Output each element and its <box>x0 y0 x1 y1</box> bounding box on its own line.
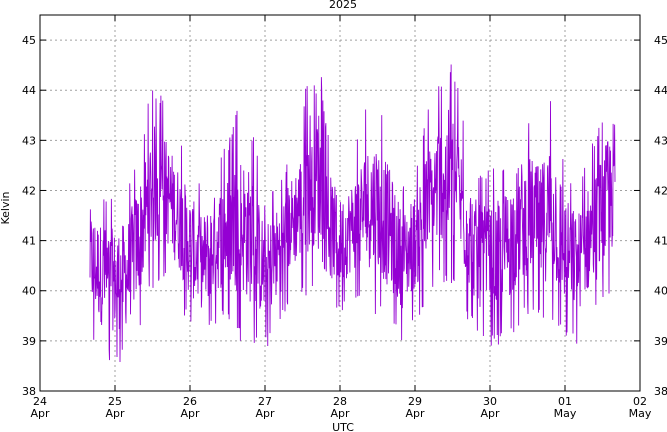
y-tick-label: 40 <box>22 285 36 298</box>
y-tick-label: 43 <box>22 134 36 147</box>
x-tick-label-day: 26 <box>183 395 197 408</box>
x-tick-label-day: 02 <box>633 395 647 408</box>
chart-title: 2025 <box>329 0 357 11</box>
y-tick-label: 44 <box>22 84 36 97</box>
series-trace <box>89 64 616 362</box>
x-tick-label-day: 30 <box>483 395 497 408</box>
x-tick-label-day: 24 <box>33 395 47 408</box>
x-tick-label-month: Apr <box>30 407 50 420</box>
y-tick-label-right: 45 <box>654 34 667 47</box>
axis-ticks <box>39 15 641 392</box>
x-tick-label-day: 27 <box>258 395 272 408</box>
y-tick-label-right: 38 <box>654 385 667 398</box>
x-tick-label-month: Apr <box>330 407 350 420</box>
x-tick-label-day: 29 <box>408 395 422 408</box>
y-tick-label: 38 <box>22 385 36 398</box>
x-tick-label-month: May <box>554 407 577 420</box>
series-line <box>89 64 616 362</box>
x-tick-label-day: 28 <box>333 395 347 408</box>
x-tick-label-month: Apr <box>480 407 500 420</box>
y-tick-label-right: 43 <box>654 134 667 147</box>
x-tick-label-day: 25 <box>108 395 122 408</box>
y-tick-label: 41 <box>22 235 36 248</box>
y-axis-title: Kelvin <box>0 191 12 224</box>
y-tick-label: 39 <box>22 335 36 348</box>
x-tick-label-month: Apr <box>255 407 275 420</box>
x-tick-label-day: 01 <box>558 395 572 408</box>
y-tick-label-right: 39 <box>654 335 667 348</box>
y-tick-label-right: 44 <box>654 84 667 97</box>
y-tick-label-right: 42 <box>654 184 667 197</box>
x-tick-label-month: Apr <box>180 407 200 420</box>
y-tick-label: 42 <box>22 184 36 197</box>
y-tick-label-right: 41 <box>654 235 667 248</box>
x-tick-label-month: May <box>629 407 652 420</box>
y-tick-label: 45 <box>22 34 36 47</box>
x-tick-label-month: Apr <box>405 407 425 420</box>
x-tick-label-month: Apr <box>105 407 125 420</box>
x-axis-title: UTC <box>332 421 354 432</box>
y-tick-label-right: 40 <box>654 285 667 298</box>
